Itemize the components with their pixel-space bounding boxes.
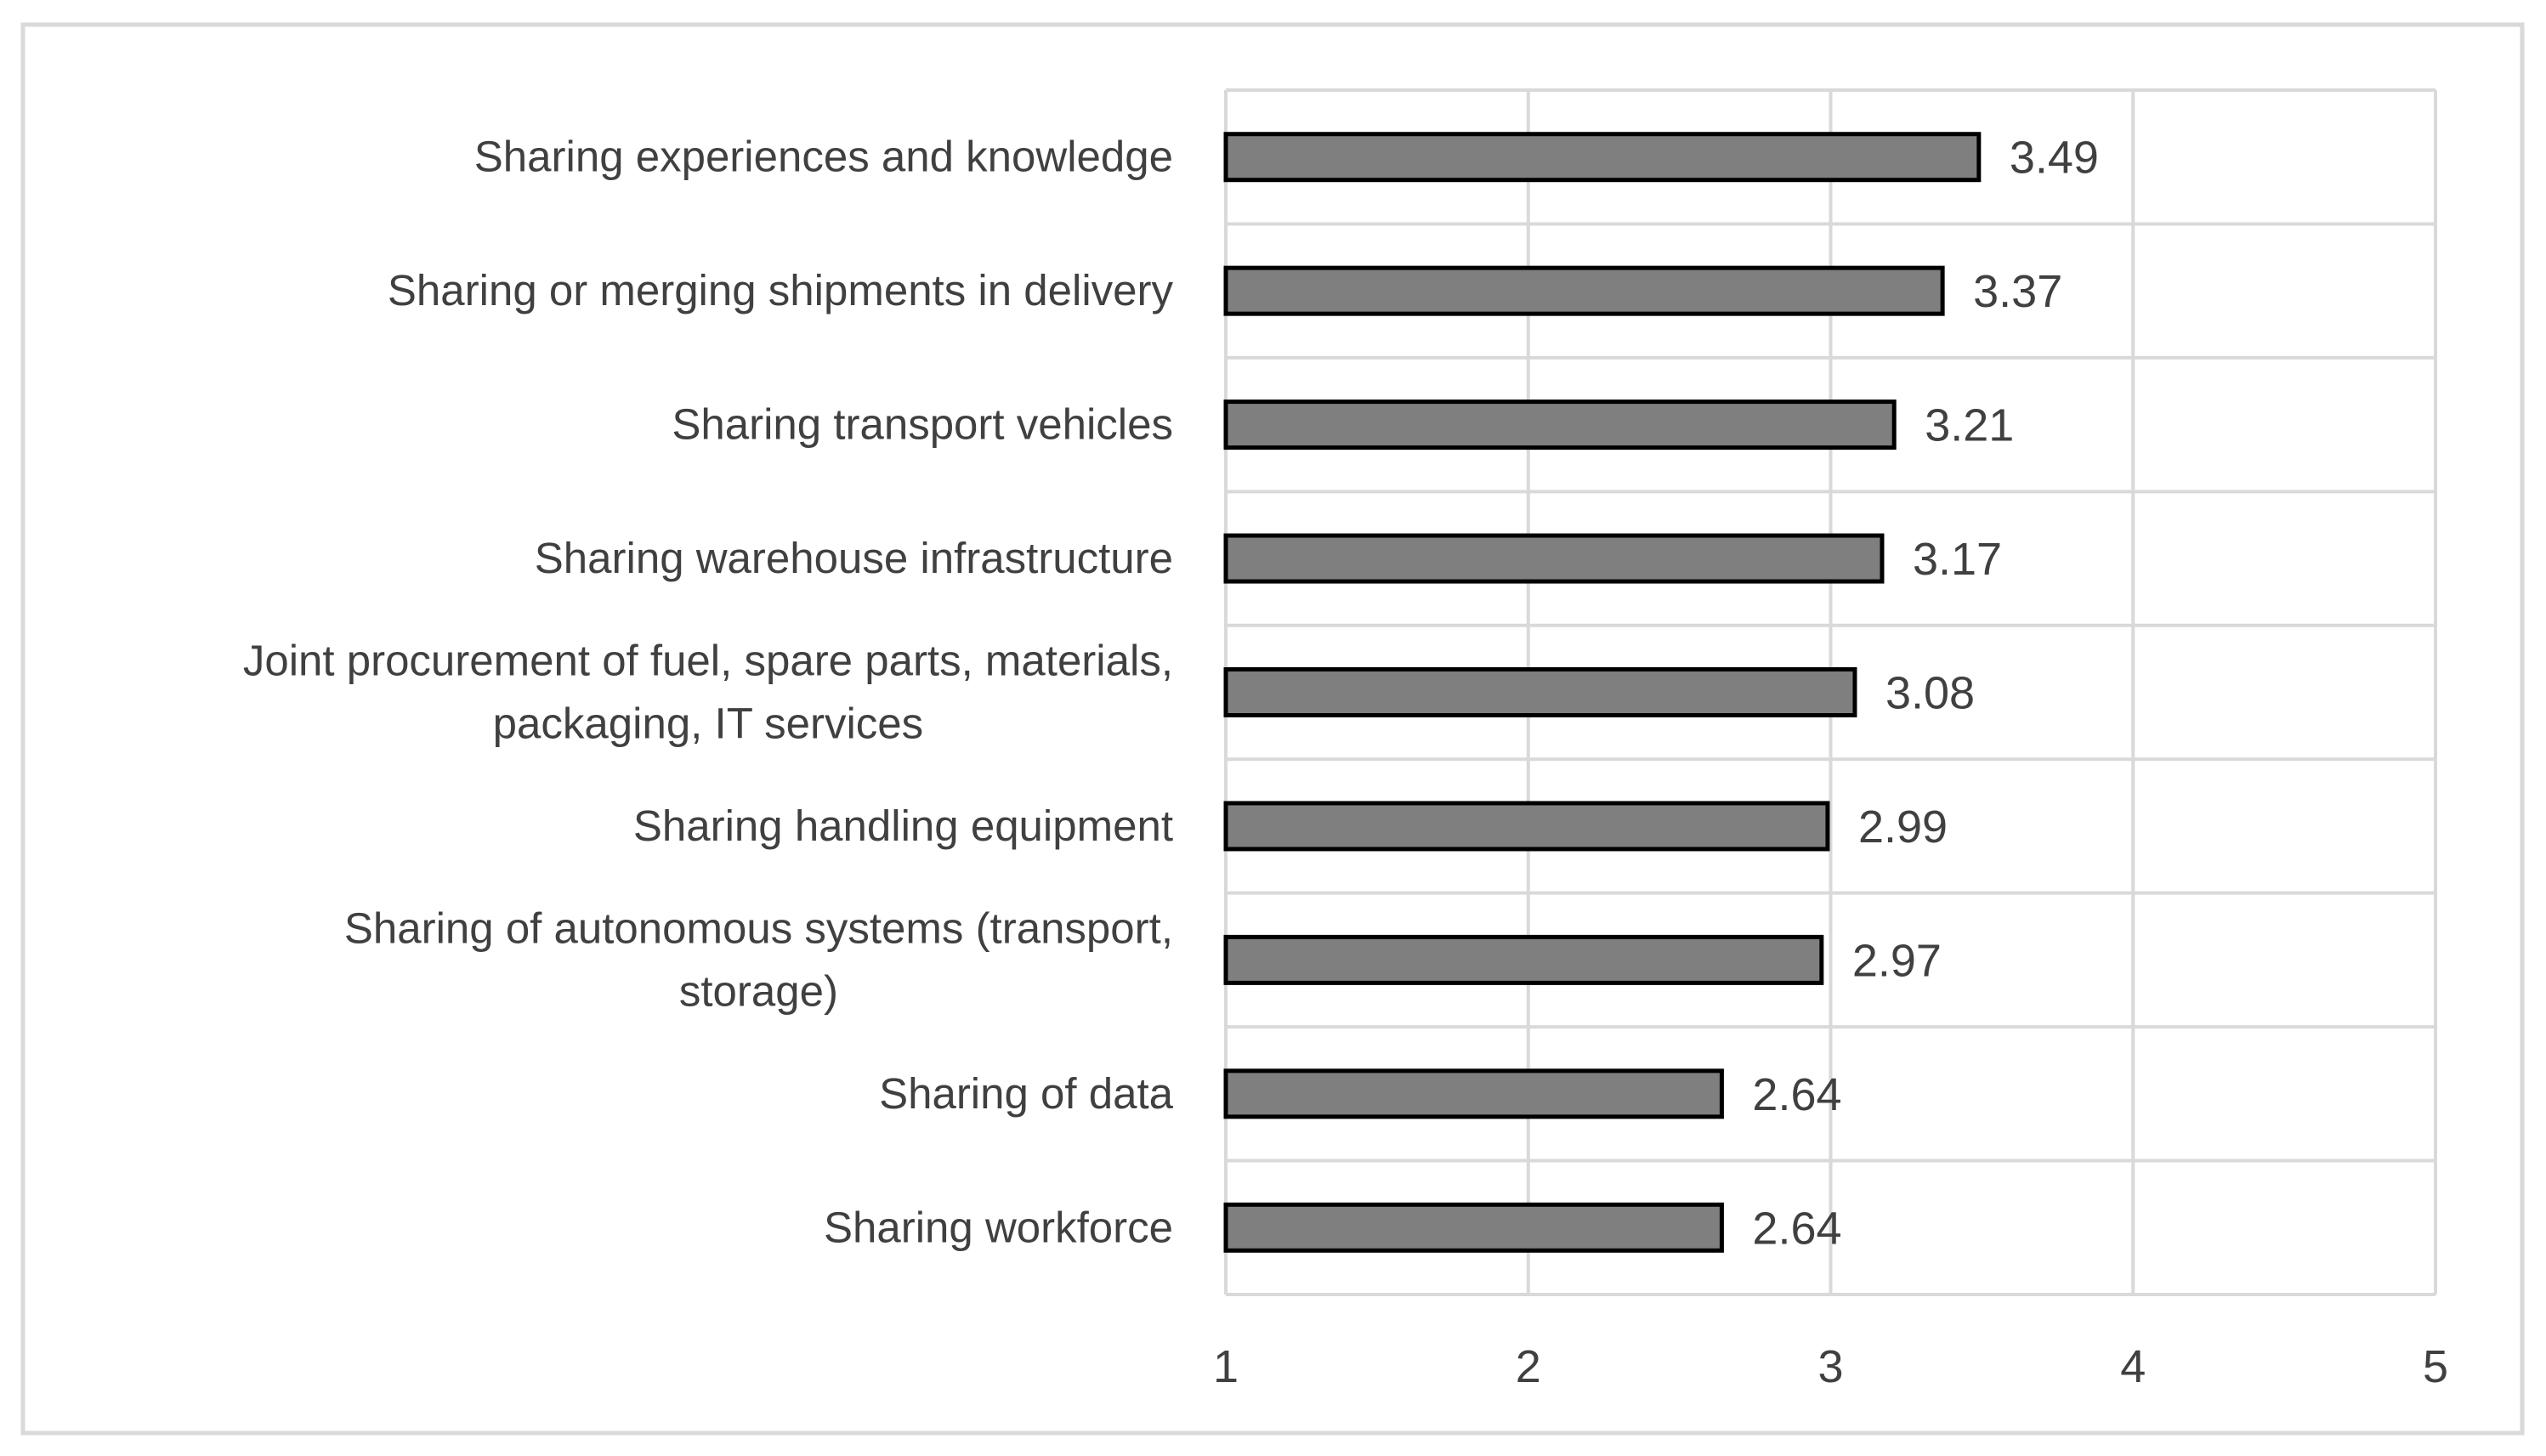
x-axis-tick-labels: 1 2 3 4 5: [1213, 1341, 2448, 1392]
bar-5: [1223, 667, 1857, 717]
data-label-2: 3.37: [1973, 266, 2062, 317]
data-label-6: 2.99: [1858, 802, 1948, 853]
bar-6: [1223, 801, 1830, 852]
data-label-9: 2.64: [1752, 1203, 1841, 1254]
chart-border: [20, 22, 2525, 1436]
bar-9: [1223, 1202, 1724, 1253]
bars: [1223, 132, 1982, 1253]
category-label-5-line-2: packaging, IT services: [493, 700, 923, 748]
bar-3: [1223, 399, 1897, 450]
category-label-9: Sharing workforce: [824, 1203, 1173, 1251]
category-label-8: Sharing of data: [879, 1069, 1174, 1118]
data-label-8: 2.64: [1752, 1069, 1841, 1120]
category-label-3: Sharing transport vehicles: [672, 400, 1173, 449]
category-labels: Sharing experiences and knowledge Sharing…: [243, 133, 1174, 1252]
x-tick-label-4: 4: [2120, 1341, 2146, 1392]
data-label-3: 3.21: [1925, 400, 2014, 451]
data-label-4: 3.17: [1913, 534, 2002, 585]
category-label-5: Joint procurement of fuel, spare parts, …: [243, 637, 1173, 685]
data-labels: 3.49 3.37 3.21 3.17 3.08 2.99 2.97 2.64 2.64: [1752, 133, 2098, 1255]
x-tick-label-3: 3: [1817, 1341, 1843, 1392]
data-label-7: 2.97: [1852, 935, 1942, 986]
category-label-6: Sharing handling equipment: [633, 802, 1173, 850]
x-tick-label-5: 5: [2423, 1341, 2448, 1392]
data-label-5: 3.08: [1885, 668, 1975, 719]
category-label-7: Sharing of autonomous systems (transport…: [344, 904, 1173, 952]
bar-2: [1223, 265, 1945, 316]
category-label-7-line-2: storage): [679, 966, 838, 1015]
category-label-1: Sharing experiences and knowledge: [474, 133, 1173, 181]
x-tick-label-2: 2: [1516, 1341, 1541, 1392]
bar-8: [1223, 1068, 1724, 1119]
data-label-1: 3.49: [2010, 133, 2099, 184]
x-tick-label-1: 1: [1213, 1341, 1239, 1392]
bar-7: [1223, 934, 1824, 985]
category-label-2: Sharing or merging shipments in delivery: [388, 266, 1174, 314]
bar-4: [1223, 533, 1885, 584]
category-label-4: Sharing warehouse infrastructure: [535, 534, 1173, 582]
bar-1: [1223, 132, 1982, 183]
